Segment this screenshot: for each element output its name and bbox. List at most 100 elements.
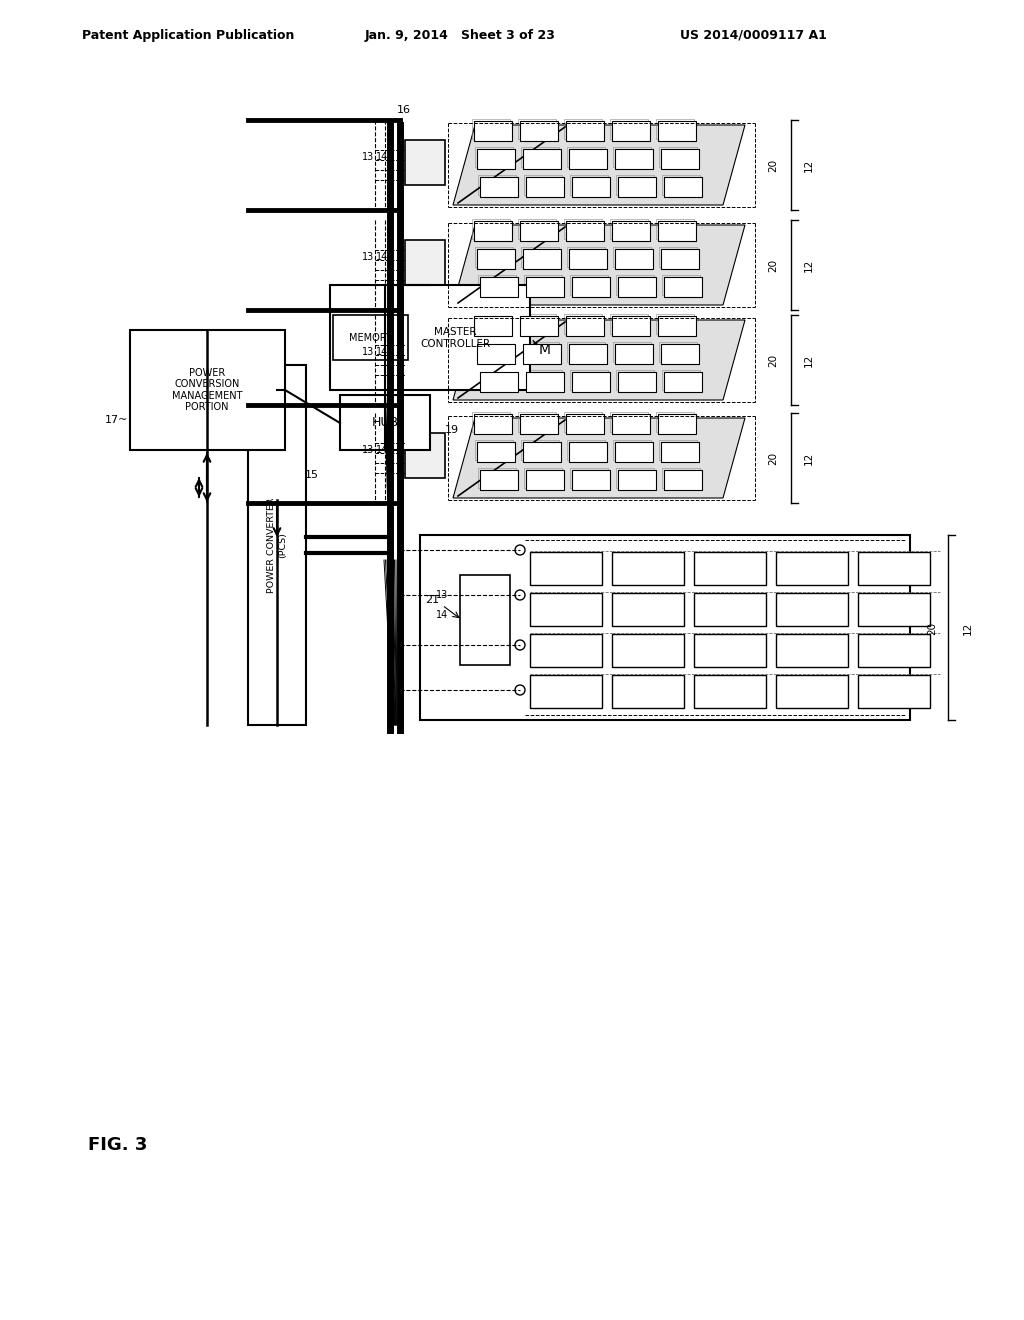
Bar [659, 247, 697, 267]
Bar [518, 314, 556, 334]
Bar [776, 593, 848, 626]
Polygon shape [453, 418, 745, 498]
Bar [858, 675, 930, 708]
Bar [420, 535, 910, 719]
Bar [858, 634, 930, 667]
Bar [406, 335, 445, 380]
Bar [130, 330, 285, 450]
Bar [520, 414, 558, 434]
Bar [662, 469, 700, 488]
Bar [523, 149, 561, 169]
Bar [570, 176, 608, 195]
Bar [662, 249, 699, 269]
Bar [616, 370, 654, 389]
Text: 20: 20 [768, 451, 778, 465]
Bar [523, 442, 561, 462]
Bar [475, 342, 513, 362]
Text: 14: 14 [376, 445, 388, 455]
Bar [566, 220, 604, 242]
Bar [567, 147, 605, 168]
Bar [567, 247, 605, 267]
Bar [858, 593, 930, 626]
Text: 14: 14 [376, 252, 388, 261]
Bar [521, 147, 559, 168]
Text: 13: 13 [361, 252, 374, 261]
Bar [658, 414, 696, 434]
Bar [564, 412, 602, 432]
Text: 19: 19 [445, 425, 459, 436]
Text: 12: 12 [804, 451, 814, 465]
Text: 14: 14 [436, 610, 449, 620]
Bar [475, 440, 513, 459]
Bar [406, 140, 445, 185]
Text: HUB: HUB [372, 417, 398, 429]
Bar [406, 433, 445, 478]
Bar [478, 469, 516, 488]
Polygon shape [453, 125, 745, 205]
Bar [518, 119, 556, 139]
Bar [569, 442, 607, 462]
Bar [694, 675, 766, 708]
Bar [610, 119, 648, 139]
Bar [615, 442, 653, 462]
Bar [569, 345, 607, 364]
Text: 15: 15 [305, 470, 319, 480]
Bar [658, 121, 696, 141]
Bar [664, 177, 702, 197]
Bar [612, 675, 684, 708]
Text: 20: 20 [768, 259, 778, 272]
Bar [520, 121, 558, 141]
Bar [572, 470, 610, 490]
Bar [518, 219, 556, 239]
Polygon shape [453, 319, 745, 400]
Text: 12: 12 [804, 158, 814, 172]
Bar [664, 372, 702, 392]
Text: 13: 13 [361, 347, 374, 356]
Bar [564, 119, 602, 139]
Bar [521, 440, 559, 459]
Bar [570, 469, 608, 488]
Bar [569, 149, 607, 169]
Text: 13: 13 [361, 445, 374, 455]
Text: M: M [539, 343, 551, 356]
Bar [572, 372, 610, 392]
Bar [480, 277, 518, 297]
Text: 17~: 17~ [104, 414, 128, 425]
Bar [776, 552, 848, 585]
Bar [613, 342, 651, 362]
Bar [662, 176, 700, 195]
Bar [572, 177, 610, 197]
Bar [564, 219, 602, 239]
Bar [569, 249, 607, 269]
Bar [472, 314, 510, 334]
Text: MASTER
CONTROLLER: MASTER CONTROLLER [420, 327, 490, 348]
Bar [524, 469, 562, 488]
Bar [477, 442, 515, 462]
Bar [662, 345, 699, 364]
Bar [248, 366, 306, 725]
Text: 12: 12 [804, 354, 814, 367]
Bar [478, 370, 516, 389]
Bar [523, 345, 561, 364]
Bar [475, 147, 513, 168]
Text: 13: 13 [436, 590, 449, 601]
Bar [658, 220, 696, 242]
Bar [618, 277, 656, 297]
Text: 12: 12 [804, 259, 814, 272]
Bar [656, 219, 694, 239]
Bar [567, 342, 605, 362]
Bar [526, 277, 564, 297]
Bar [460, 576, 510, 665]
Bar [521, 342, 559, 362]
Bar [616, 176, 654, 195]
Bar [610, 219, 648, 239]
Text: US 2014/0009117 A1: US 2014/0009117 A1 [680, 29, 826, 41]
Bar [333, 315, 408, 360]
Bar [613, 147, 651, 168]
Bar [526, 177, 564, 197]
Bar [612, 593, 684, 626]
Text: Patent Application Publication: Patent Application Publication [82, 29, 294, 41]
Text: 14: 14 [376, 347, 388, 356]
Bar [566, 315, 604, 337]
Bar [572, 277, 610, 297]
